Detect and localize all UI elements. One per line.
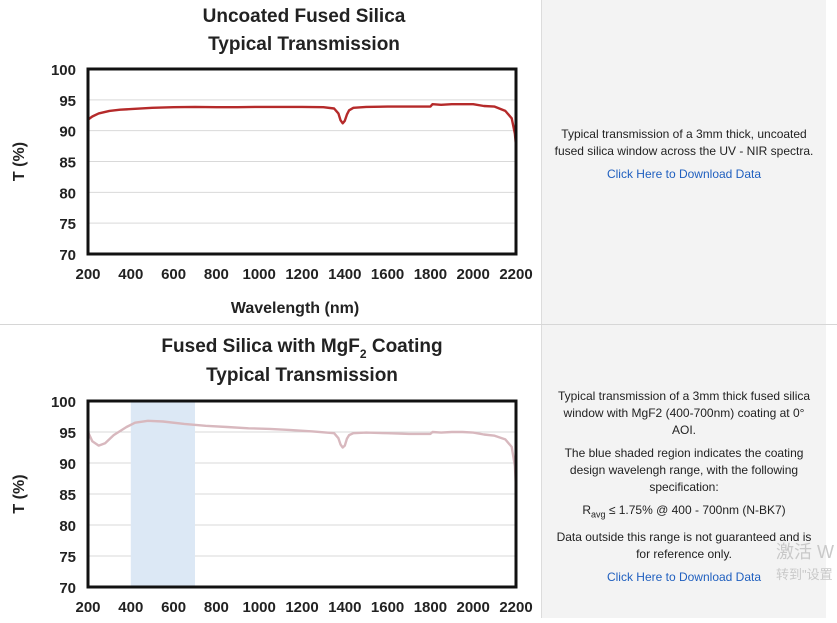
chart-2-svg: Fused Silica with MgF2 Coating Typical T…	[11, 336, 533, 616]
chart-cell-1: Uncoated Fused Silica Typical Transmissi…	[0, 0, 541, 324]
y-tick-label: 70	[59, 580, 76, 597]
y-tick-label: 75	[59, 549, 76, 566]
x-tick-label: 1800	[414, 266, 447, 283]
x-tick-label: 1400	[328, 266, 361, 283]
chart-1-y-ticks: 70 75 80 85 90 95 100	[51, 62, 76, 264]
x-tick-label: 1200	[285, 266, 318, 283]
y-tick-label: 95	[59, 93, 76, 110]
coating-design-range-shade	[130, 401, 195, 587]
chart-2-plot	[86, 419, 518, 488]
x-tick-label: 600	[161, 599, 186, 616]
x-tick-label: 800	[204, 266, 229, 283]
y-tick-label: 100	[51, 394, 76, 411]
y-tick-label: 85	[59, 487, 76, 504]
x-tick-label: 2000	[457, 599, 490, 616]
x-tick-label: 2200	[499, 599, 532, 616]
coating-spec: Ravg ≤ 1.75% @ 400 - 700nm (N-BK7)	[582, 503, 786, 520]
y-tick-label: 80	[59, 185, 76, 202]
x-tick-label: 200	[75, 266, 100, 283]
description-panel-1: Typical transmission of a 3mm thick, unc…	[541, 0, 827, 324]
chart-2-x-ticks: 200 400 600 800 1000 1200 1400 1600 1800 2000 2200	[75, 599, 532, 616]
chart-row-2: Fused Silica with MgF2 Coating Typical T…	[0, 325, 837, 618]
chart-1-y-axis-label: T (%)	[11, 142, 28, 181]
chart-row-1: Uncoated Fused Silica Typical Transmissi…	[0, 0, 837, 325]
y-tick-label: 90	[59, 456, 76, 473]
y-tick-label: 100	[51, 62, 76, 79]
x-tick-label: 2000	[457, 266, 490, 283]
series-line-1	[87, 102, 518, 147]
y-tick-label: 75	[59, 216, 76, 233]
gutter-1	[826, 0, 837, 324]
x-tick-label: 1000	[243, 599, 276, 616]
x-tick-label: 1400	[328, 599, 361, 616]
series-line-2	[86, 419, 518, 488]
x-tick-label: 2200	[499, 266, 532, 283]
chart-cell-2: Fused Silica with MgF2 Coating Typical T…	[0, 325, 541, 618]
chart-2-frame	[86, 399, 518, 589]
y-tick-label: 80	[59, 518, 76, 535]
chart-2-y-axis-label: T (%)	[11, 474, 28, 513]
gutter-2	[826, 325, 837, 618]
chart-1-grid	[88, 99, 516, 224]
x-tick-label: 400	[118, 266, 143, 283]
description-text-2c: Data outside this range is not guarantee…	[556, 530, 812, 562]
description-text-2b: The blue shaded region indicates the coa…	[564, 446, 804, 494]
x-tick-label: 1000	[243, 266, 276, 283]
chart-1-title-line1: Uncoated Fused Silica	[203, 6, 406, 27]
x-tick-label: 800	[204, 599, 229, 616]
y-tick-label: 95	[59, 425, 76, 442]
chart-2-title-line2: Typical Transmission	[206, 365, 398, 386]
y-tick-label: 85	[59, 155, 76, 172]
chart-1-title-line2: Typical Transmission	[208, 34, 400, 55]
y-tick-label: 70	[59, 247, 76, 264]
chart-1-x-axis-label: Wavelength (nm)	[231, 300, 359, 317]
description-panel-2: Typical transmission of a 3mm thick fuse…	[541, 325, 827, 618]
x-tick-label: 200	[75, 599, 100, 616]
watermark-line-1: 激活 W	[776, 542, 834, 562]
x-tick-label: 400	[118, 599, 143, 616]
description-block-2: Typical transmission of a 3mm thick fuse…	[552, 388, 816, 586]
description-block-1: Typical transmission of a 3mm thick, unc…	[552, 126, 816, 183]
description-text-1: Typical transmission of a 3mm thick, unc…	[554, 127, 814, 158]
x-tick-label: 1600	[371, 266, 404, 283]
chart-1-plot	[87, 102, 518, 147]
x-tick-label: 1600	[371, 599, 404, 616]
x-tick-label: 600	[161, 266, 186, 283]
watermark-line-2: 转到"设置	[776, 567, 833, 582]
download-data-link-1[interactable]: Click Here to Download Data	[606, 167, 762, 181]
x-tick-label: 1800	[414, 599, 447, 616]
y-tick-label: 90	[59, 124, 76, 141]
chart-1-frame	[86, 67, 518, 256]
chart-1-x-ticks: 200 400 600 800 1000 1200 1400 1600 1800 2000 2200	[75, 266, 532, 283]
description-text-2a: Typical transmission of a 3mm thick fuse…	[557, 389, 811, 437]
x-tick-label: 1200	[285, 599, 318, 616]
chart-2-title-line1: Fused Silica with MgF2 Coating	[161, 336, 442, 361]
chart-1-svg: Uncoated Fused Silica Typical Transmissi…	[11, 6, 533, 317]
chart-2-y-ticks: 70 75 80 85 90 95 100	[51, 394, 76, 597]
download-data-link-2[interactable]: Click Here to Download Data	[606, 570, 762, 585]
